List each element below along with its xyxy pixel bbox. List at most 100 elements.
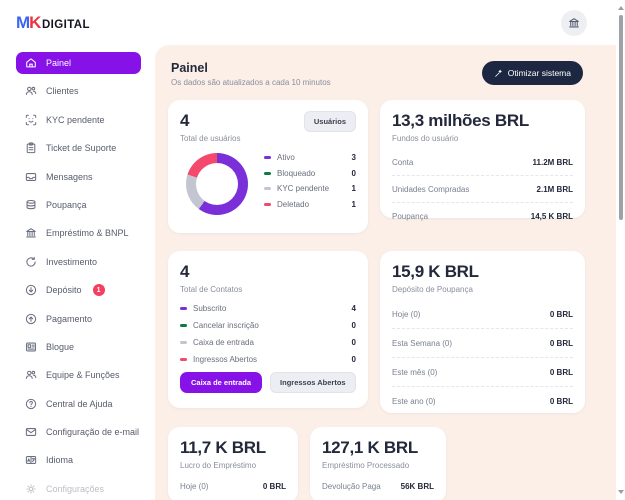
sidebar-item-label: Configurações [46,483,105,494]
main-content: Painel Os dados são atualizados a cada 1… [155,45,616,500]
sidebar-item-config-email[interactable]: Configuração de e-mail [16,421,141,443]
savings-row: Este mês (0) 0 BRL [392,358,573,387]
arrow-down-circle-icon [25,284,37,296]
logo-text: DIGITAL [41,18,90,31]
legend-row: Ativo 3 [264,153,356,162]
loan-processed-label: Empréstimo Processado [322,461,410,470]
card-loan-processed: 127,1 K BRL Empréstimo Processado Devolu… [310,427,446,500]
sidebar-item-label: Poupança [46,199,87,210]
legend-row: Subscrito 4 [180,304,356,313]
sidebar-item-ticket-suporte[interactable]: Ticket de Suporte [16,137,141,159]
sidebar-item-deposito[interactable]: Depósito 1 [16,279,141,301]
legend-row: Deletado 1 [264,200,356,209]
bank-icon [26,228,36,238]
sidebar-item-emprestimo-bnpl[interactable]: Empréstimo & BNPL [16,222,141,244]
coins-icon [26,199,36,210]
scroll-down-arrow-icon[interactable] [618,490,624,494]
loan-processed-row: Devolução Paga 56K BRL [322,482,434,491]
users-total-value: 4 [180,111,190,130]
contacts-value: 4 [180,262,190,281]
legend-bullet [264,202,271,206]
sidebar-item-label: Empréstimo & BNPL [46,228,129,239]
sidebar-item-painel[interactable]: Painel [16,52,141,74]
sidebar-item-label: Configuração de e-mail [46,427,140,438]
page-subtitle: Os dados são atualizados a cada 10 minut… [171,78,331,87]
wand-icon [494,69,502,77]
sidebar-item-mensagens[interactable]: Mensagens [16,166,141,188]
contacts-label: Total de Contatos [180,285,243,294]
help-circle-icon [25,398,37,409]
scan-face-icon [25,114,37,126]
savings-row: Esta Semana (0) 0 BRL [392,329,573,358]
gear-icon [26,484,36,494]
page-title: Painel [171,61,208,75]
mail-icon [25,428,37,437]
logo-letter-m: M [16,12,30,32]
bank-button[interactable] [561,9,587,36]
window-scrollbar[interactable] [617,0,625,500]
funds-label: Fundos do usuário [392,134,459,143]
sidebar-item-label: Mensagens [46,171,93,182]
scroll-up-arrow-icon[interactable] [618,6,624,10]
legend-bullet [180,341,187,344]
users-donut-chart [186,153,248,215]
bank-icon [569,17,579,27]
card-loan-profit: 11,7 K BRL Lucro do Empréstimo Hoje (0) 0… [168,427,298,500]
sidebar-item-label: Painel [46,58,72,68]
sidebar-item-label: Pagamento [46,313,93,324]
sidebar-item-label: KYC pendente [46,114,105,125]
legend-row: KYC pendente 1 [264,184,356,193]
funds-value: 13,3 milhões BRL [392,111,529,130]
legend-bullet [264,156,271,159]
sidebar: Painel Clientes KYC pendente Ticket de S… [0,45,155,500]
scrollbar-thumb[interactable] [618,15,623,220]
newspaper-icon [26,342,36,352]
sidebar-item-pagamento[interactable]: Pagamento [16,308,141,330]
optimize-button-label: Otimizar sistema [507,68,571,78]
brand-logo[interactable]: M K DIGITAL [16,13,90,33]
users-button[interactable]: Usuários [303,111,356,132]
loan-profit-label: Lucro do Empréstimo [180,461,257,470]
logo-letter-k: K [29,12,41,32]
sidebar-item-clientes[interactable]: Clientes [16,80,141,102]
sidebar-item-label: Central de Ajuda [46,398,113,409]
sidebar-item-idioma[interactable]: Idioma [16,449,141,471]
savings-row: Este ano (0) 0 BRL [392,396,573,406]
card-total-users: 4 Total de usuários Usuários Ativo 3 Bloq… [168,100,368,233]
sidebar-item-equipe-funcoes[interactable]: Equipe & Funções [16,364,141,386]
users-legend: Ativo 3 Bloqueado 0 KYC pendente 1 Deletado… [264,153,356,215]
users-icon [25,87,37,96]
sidebar-item-investimento[interactable]: Investimento [16,251,141,273]
sidebar-item-blogue[interactable]: Blogue [16,336,141,358]
loan-processed-value: 127,1 K BRL [322,438,418,457]
sidebar-item-partial[interactable]: Configurações [16,478,141,500]
sidebar-item-label: Investimento [46,256,98,267]
legend-bullet [264,171,271,175]
contacts-legend: Subscrito 4 Cancelar inscrição 0 Caixa de … [180,304,356,364]
deposito-badge: 1 [92,284,105,297]
home-icon [26,58,36,68]
sidebar-item-label: Idioma [46,455,74,466]
sidebar-item-kyc-pendente[interactable]: KYC pendente [16,109,141,131]
sidebar-item-poupanca[interactable]: Poupança [16,194,141,216]
sidebar-item-central-ajuda[interactable]: Central de Ajuda [16,393,141,415]
inbox-button[interactable]: Caixa de entrada [180,372,263,393]
card-savings-deposit: 15,9 K BRL Depósito de Poupança Hoje (0)… [380,251,585,413]
legend-bullet [180,324,187,327]
sidebar-item-label: Depósito [46,285,82,296]
card-total-contacts: 4 Total de Contatos Subscrito 4 Cancelar … [168,251,368,408]
savings-row: Hoje (0) 0 BRL [392,300,573,329]
savings-value: 15,9 K BRL [392,262,479,281]
sidebar-item-label: Blogue [46,341,75,352]
translate-icon [25,456,37,465]
open-tickets-button[interactable]: Ingressos Abertos [270,372,356,393]
inbox-icon [25,172,37,181]
content-header: Painel Os dados são atualizados a cada 1… [168,57,602,87]
sidebar-item-label: Equipe & Funções [46,370,120,381]
optimize-system-button[interactable]: Otimizar sistema [481,61,583,85]
sidebar-item-label: Ticket de Suporte [46,143,117,154]
users-total-label: Total de usuários [180,134,241,143]
legend-bullet [180,307,187,310]
sidebar-item-label: Clientes [46,86,79,97]
